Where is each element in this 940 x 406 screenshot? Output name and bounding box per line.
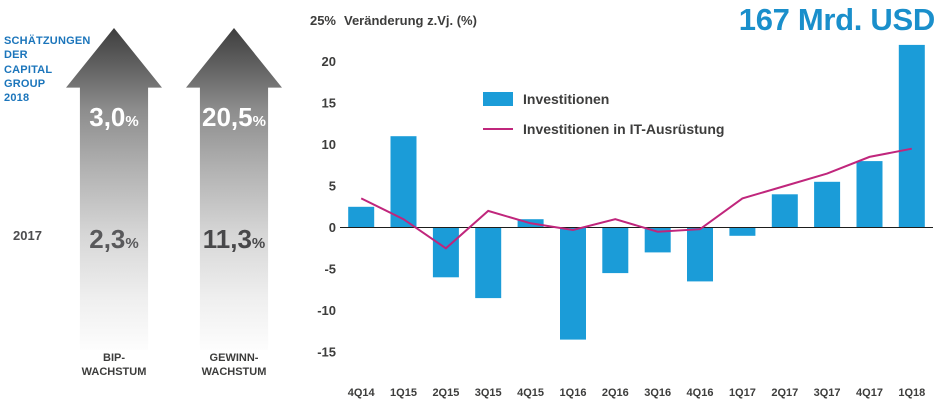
bar-4Q17 — [856, 161, 883, 228]
bar-1Q16 — [560, 227, 586, 340]
bar-4Q16 — [687, 227, 713, 282]
x-tick-label: 3Q16 — [644, 387, 671, 399]
percent-sign: % — [125, 113, 139, 130]
y-axis-top-tick: 25% — [310, 13, 336, 28]
x-tick-label: 4Q14 — [348, 387, 376, 399]
bip-2017-value: 2,3% — [66, 226, 162, 252]
y-tick-label: -5 — [324, 262, 336, 277]
gewinn-growth-arrow — [186, 28, 282, 350]
bar-2Q17 — [771, 194, 798, 228]
x-tick-label: 1Q16 — [560, 387, 587, 399]
bip-2017-number: 2,3 — [89, 224, 126, 254]
gewinn-2017-number: 11,3 — [202, 224, 252, 254]
y-tick-label: -10 — [317, 303, 336, 318]
y-tick-label: 20 — [322, 54, 336, 69]
bip-growth-arrow — [66, 28, 162, 350]
x-tick-label: 1Q18 — [898, 387, 925, 399]
y-tick-label: 5 — [329, 179, 336, 194]
bar-3Q15 — [475, 227, 502, 299]
x-tick-label: 1Q17 — [729, 387, 756, 399]
gewinn-estimate-2018-value: 20,5% — [186, 104, 282, 130]
x-tick-label: 3Q17 — [814, 387, 841, 399]
gewinn-2017-value: 11,3% — [186, 226, 282, 252]
it-investment-line — [360, 147, 912, 250]
legend-label-investitionen: Investitionen — [523, 91, 609, 107]
bar-3Q17 — [814, 181, 841, 228]
x-tick-label: 4Q17 — [856, 387, 883, 399]
legend-label-it: Investitionen in IT-Ausrüstung — [523, 121, 724, 137]
x-tick-label: 2Q15 — [432, 387, 459, 399]
investment-bar-line-chart: 25% Veränderung z.Vj. (%) 20 15 10 5 0 -5 -10 -15… — [310, 13, 933, 399]
x-tick-label: 1Q15 — [390, 387, 417, 399]
capital-group-estimates-label: SCHÄTZUNGEN DER CAPITAL GROUP 2018 — [4, 35, 91, 105]
y-tick-label: 10 — [322, 137, 336, 152]
year-2017-label: 2017 — [13, 228, 42, 243]
percent-sign: % — [125, 235, 139, 252]
bar-2Q16 — [602, 227, 629, 274]
chart-title: Veränderung z.Vj. (%) — [344, 13, 477, 28]
x-tick-label: 2Q17 — [771, 387, 798, 399]
bar-4Q14 — [348, 206, 375, 228]
percent-sign: % — [252, 113, 266, 130]
x-tick-label: 4Q16 — [687, 387, 714, 399]
bip-estimate-number: 3,0 — [89, 102, 126, 132]
y-tick-label: 15 — [322, 96, 336, 111]
bar-1Q17 — [729, 227, 756, 236]
x-tick-label: 2Q16 — [602, 387, 629, 399]
x-tick-label: 4Q15 — [517, 387, 544, 399]
x-tick-label: 3Q15 — [475, 387, 502, 399]
bar-2Q15 — [432, 227, 459, 278]
bar-1Q15 — [390, 136, 417, 228]
bip-estimate-2018-value: 3,0% — [66, 104, 162, 130]
bip-growth-caption: BIP- WACHSTUM — [81, 352, 147, 378]
gewinn-estimate-number: 20,5 — [202, 102, 253, 132]
y-tick-label: -15 — [317, 345, 336, 360]
bar-1Q18 — [898, 44, 925, 228]
y-tick-label: 0 — [329, 220, 336, 235]
legend-swatch-investitionen — [483, 92, 513, 106]
headline-value: 167 Mrd. USD — [738, 2, 936, 37]
gewinn-growth-caption: GEWINN- WACHSTUM — [201, 352, 267, 378]
percent-sign: % — [251, 235, 266, 252]
